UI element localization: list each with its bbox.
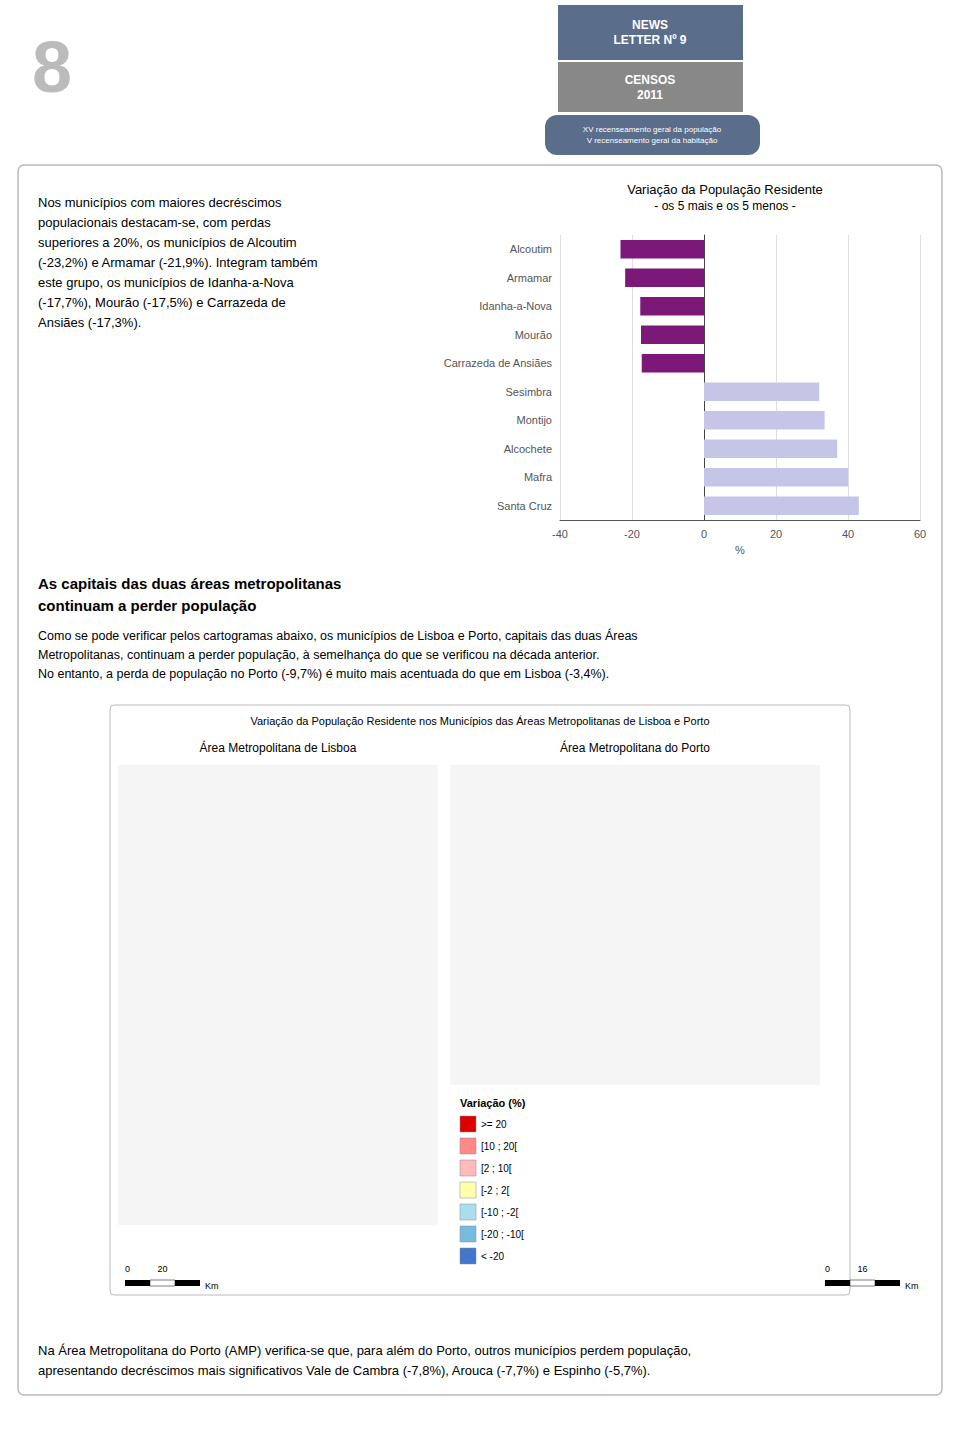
svg-text:[-10 ; -2[: [-10 ; -2[ (481, 1207, 518, 1218)
svg-text:(-23,2%) e Armamar (-21,9%). I: (-23,2%) e Armamar (-21,9%). Integram ta… (38, 255, 318, 270)
svg-text:este grupo, os municípios de I: este grupo, os municípios de Idanha-a-No… (38, 275, 295, 290)
svg-text:Nos municípios com maiores dec: Nos municípios com maiores decréscimos (38, 195, 282, 210)
svg-text:[2 ; 10[: [2 ; 10[ (481, 1163, 512, 1174)
svg-text:Área Metropolitana de Lisboa: Área Metropolitana de Lisboa (200, 740, 357, 755)
svg-text:No entanto, a perda de populaç: No entanto, a perda de população no Port… (38, 667, 609, 681)
svg-text:- os 5 mais e os 5 menos -: - os 5 mais e os 5 menos - (654, 199, 795, 213)
svg-text:Sesimbra: Sesimbra (506, 386, 553, 398)
svg-text:-20: -20 (624, 528, 640, 540)
svg-text:-40: -40 (552, 528, 568, 540)
svg-text:Variação (%): Variação (%) (460, 1097, 526, 1109)
svg-text:apresentando decréscimos mais: apresentando decréscimos mais significat… (38, 1363, 650, 1378)
svg-text:Alcochete: Alcochete (504, 443, 552, 455)
svg-text:Armamar: Armamar (507, 272, 553, 284)
svg-text:%: % (735, 544, 745, 556)
svg-text:Km: Km (905, 1281, 919, 1291)
svg-text:CENSOS: CENSOS (625, 73, 676, 87)
svg-text:2011: 2011 (637, 88, 663, 102)
svg-text:0 20: 0 20 (125, 1264, 168, 1274)
svg-text:[-20 ; -10[: [-20 ; -10[ (481, 1229, 524, 1240)
svg-text:Na Área Metropolitana do Porto: Na Área Metropolitana do Porto (AMP) ver… (38, 1343, 691, 1358)
svg-text:Idanha-a-Nova: Idanha-a-Nova (479, 300, 553, 312)
svg-text:[-2 ; 2[: [-2 ; 2[ (481, 1185, 510, 1196)
svg-text:Alcoutim: Alcoutim (510, 243, 552, 255)
svg-text:XV recenseamento geral da popu: XV recenseamento geral da população (583, 125, 722, 134)
svg-text:0: 0 (701, 528, 707, 540)
svg-text:Como se pode verificar pelos c: Como se pode verificar pelos cartogramas… (38, 628, 638, 643)
svg-text:60: 60 (914, 528, 926, 540)
svg-text:< -20: < -20 (481, 1251, 505, 1262)
svg-text:20: 20 (770, 528, 782, 540)
svg-text:[10 ; 20[: [10 ; 20[ (481, 1141, 517, 1152)
svg-text:Variação da População Resident: Variação da População Residente nos Muni… (250, 715, 709, 727)
svg-text:Montijo: Montijo (517, 414, 552, 426)
svg-text:Km: Km (205, 1281, 219, 1291)
svg-text:Variação da População Resident: Variação da População Residente (627, 182, 823, 197)
svg-text:NEWS: NEWS (632, 18, 668, 32)
svg-text:As capitais das duas áreas met: As capitais das duas áreas metropolitana… (38, 575, 341, 592)
svg-text:superiores a 20%, os município: superiores a 20%, os municípios de Alcou… (38, 235, 297, 250)
svg-text:continuam a perder população: continuam a perder população (38, 597, 256, 614)
svg-text:0 16: 0 16 (825, 1264, 868, 1274)
svg-text:V recenseamento geral da habit: V recenseamento geral da habitação (587, 136, 718, 145)
svg-text:8: 8 (32, 27, 72, 107)
svg-text:populacionais destacam-se, com: populacionais destacam-se, com perdas (38, 215, 271, 230)
svg-text:Ansiães (-17,3%).: Ansiães (-17,3%). (38, 315, 141, 330)
svg-text:Área Metropolitana do Porto: Área Metropolitana do Porto (560, 740, 710, 755)
svg-text:Mafra: Mafra (524, 471, 553, 483)
svg-text:(-17,7%), Mourão (-17,5%) e Ca: (-17,7%), Mourão (-17,5%) e Carrazeda de (38, 295, 286, 310)
svg-text:LETTER Nº 9: LETTER Nº 9 (613, 33, 686, 47)
svg-text:Carrazeda de Ansiães: Carrazeda de Ansiães (444, 357, 553, 369)
svg-text:40: 40 (842, 528, 854, 540)
svg-text:>= 20: >= 20 (481, 1119, 507, 1130)
svg-text:Metropolitanas, continuam a pe: Metropolitanas, continuam a perder popul… (38, 648, 599, 662)
svg-text:Santa Cruz: Santa Cruz (497, 500, 552, 512)
svg-text:Mourão: Mourão (515, 329, 552, 341)
